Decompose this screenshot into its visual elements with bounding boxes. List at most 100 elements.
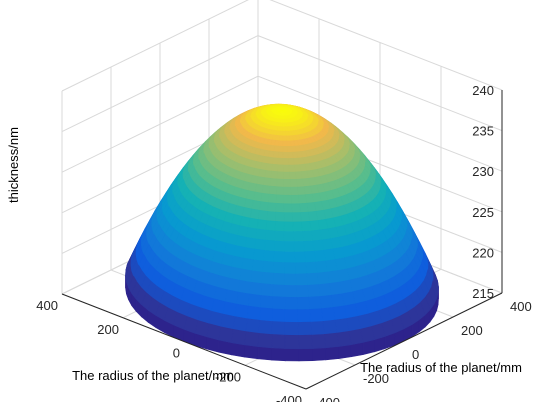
surface-patch: [245, 318, 261, 334]
surface-patch: [284, 321, 299, 336]
surface-patch: [262, 260, 275, 274]
surface-patch: [294, 262, 307, 275]
surface-patch: [274, 139, 280, 147]
surface-patch: [284, 262, 296, 275]
surface-patch: [288, 164, 296, 173]
surface-patch: [272, 151, 279, 159]
surface-patch: [316, 271, 330, 285]
surface-patch: [330, 293, 345, 308]
x-tick-label: 0: [173, 346, 180, 361]
surface-patch: [313, 249, 326, 263]
y-tick-label: -400: [314, 395, 340, 402]
y-axis-label: The radius of the planet/mm: [360, 360, 522, 375]
surface-patch: [256, 219, 268, 231]
surface-patch: [264, 170, 273, 179]
surface-patch: [282, 140, 288, 147]
surface-rim-patch: [257, 346, 273, 361]
surface-patch: [289, 171, 297, 180]
surface-patch: [295, 273, 308, 286]
surface-patch: [265, 220, 276, 232]
surface-rim-patch: [284, 348, 300, 362]
surface-patch: [283, 212, 294, 223]
surface-rim-patch: [271, 347, 286, 362]
surface-patch: [271, 163, 279, 173]
surface-patch: [264, 229, 276, 242]
surface-patch: [231, 329, 247, 346]
surface-patch: [282, 126, 286, 132]
surface-patch: [248, 293, 262, 309]
surface-patch: [284, 309, 299, 323]
surface-patch: [292, 221, 303, 232]
surface-patch: [287, 158, 295, 166]
x-tick-label: 400: [36, 298, 58, 313]
surface-patch: [294, 251, 306, 264]
surface-patch: [322, 319, 338, 335]
x-tick-label: 200: [97, 322, 119, 337]
surface-patch: [263, 177, 272, 187]
surface-rim-patch: [244, 344, 259, 360]
z-axis-label: thickness/nm: [6, 127, 21, 203]
surface-patch: [311, 334, 327, 349]
surface-patch: [296, 309, 311, 323]
surface-patch: [297, 194, 308, 205]
surface-patch: [283, 231, 295, 242]
surface-patch: [272, 296, 286, 310]
surface-patch: [206, 323, 222, 341]
surface-patch: [277, 157, 284, 166]
surface-patch: [260, 295, 274, 310]
x-tick-label: -400: [276, 393, 302, 402]
z-tick-label: 225: [472, 205, 494, 220]
surface-patch: [236, 291, 251, 307]
surface-patch: [290, 186, 299, 196]
surface-patch: [272, 308, 286, 323]
surface-patch: [265, 163, 273, 172]
surface-patch: [284, 334, 300, 350]
surface-patch: [276, 178, 285, 188]
surface-patch: [319, 294, 334, 310]
z-tick-label: 230: [472, 164, 494, 179]
surface-patch: [234, 303, 249, 320]
surface-patch: [309, 308, 324, 323]
surface-patch: [264, 239, 276, 252]
surface-patch: [284, 296, 298, 311]
z-tick-label: 235: [472, 124, 494, 139]
surface-rim-patch: [338, 344, 352, 359]
x-axis-label: The radius of the planet/mm: [72, 368, 234, 383]
surface-patch: [255, 228, 267, 241]
surface-patch: [244, 236, 257, 250]
surface-patch: [251, 259, 265, 273]
surface-patch: [276, 186, 285, 196]
surface-patch: [289, 178, 298, 188]
surface-patch: [287, 151, 294, 159]
surface-patch: [298, 202, 309, 213]
surface-patch: [259, 201, 269, 212]
surface-patch: [267, 202, 277, 213]
surface-patch: [307, 284, 321, 298]
y-tick-label: 400: [510, 299, 532, 314]
surface-patch: [300, 220, 312, 232]
surface-patch: [282, 158, 290, 166]
surface-patch: [295, 284, 309, 298]
surface-patch: [279, 126, 284, 132]
surface-patch: [244, 331, 260, 347]
surface-rim-patch: [298, 348, 313, 362]
surface-patch: [246, 305, 261, 321]
surface-patch: [253, 248, 265, 262]
y-axis-line: [305, 292, 503, 390]
surface-patch: [273, 145, 280, 153]
surface-patch: [274, 240, 285, 253]
surface-patch: [299, 211, 311, 223]
surface-patch: [296, 186, 306, 196]
surface-patch: [277, 151, 284, 159]
surface-patch: [274, 221, 285, 232]
surface-patch: [282, 130, 287, 137]
surface-rim-patch: [325, 346, 340, 361]
surface-patch: [283, 241, 295, 253]
surface-patch: [297, 321, 312, 336]
surface-patch: [296, 296, 310, 311]
surface-patch: [275, 202, 285, 213]
surface-patch: [263, 250, 275, 263]
x-tick-label: -200: [215, 369, 241, 384]
grid-line: [257, 75, 503, 172]
